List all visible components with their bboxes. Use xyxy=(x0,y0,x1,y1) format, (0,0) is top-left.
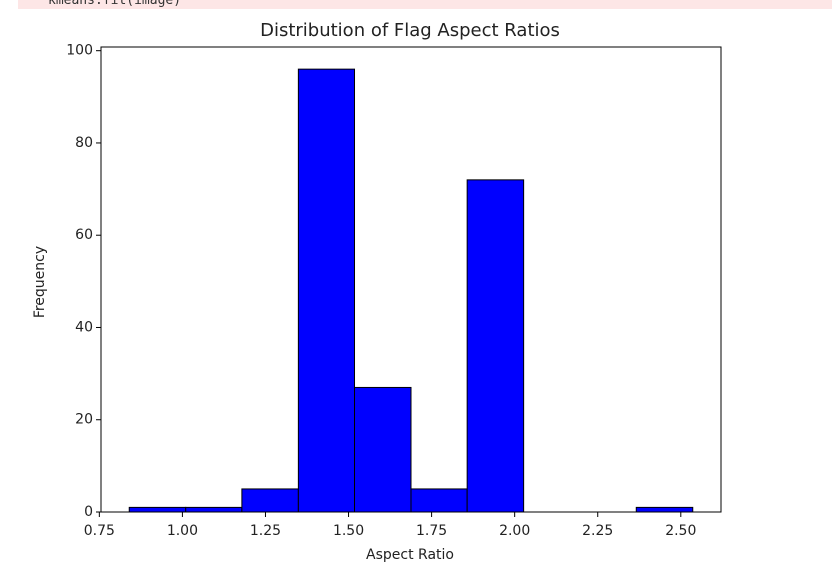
bar xyxy=(297,68,356,513)
x-tick-label: 2.25 xyxy=(582,523,613,539)
x-tick-label: 1.25 xyxy=(250,523,281,539)
x-tick-label: 1.50 xyxy=(333,523,364,539)
y-axis-label: Frequency xyxy=(32,246,48,318)
x-axis-label: Aspect Ratio xyxy=(366,547,454,563)
bar xyxy=(185,506,243,513)
x-tick-label: 1.00 xyxy=(167,523,198,539)
plot-frame xyxy=(100,46,722,513)
y-tick-label: 60 xyxy=(75,227,93,243)
y-tick-label: 0 xyxy=(84,504,93,520)
x-tick-label: 0.75 xyxy=(84,523,115,539)
code-text: kmeans.fit(image) xyxy=(48,0,182,8)
bar xyxy=(466,179,525,513)
y-tick-label: 80 xyxy=(75,135,93,151)
bar xyxy=(410,488,468,513)
x-tick-label: 1.75 xyxy=(416,523,447,539)
y-tick-label: 40 xyxy=(75,319,93,335)
bar xyxy=(128,506,187,513)
bar xyxy=(635,506,694,513)
x-tick-label: 2.50 xyxy=(665,523,696,539)
x-tick-label: 2.00 xyxy=(499,523,530,539)
bar xyxy=(354,386,412,513)
bar xyxy=(241,488,299,513)
code-cell-output: kmeans.fit(image) xyxy=(18,0,832,9)
y-tick-label: 100 xyxy=(66,43,93,59)
y-tick-label: 20 xyxy=(75,412,93,428)
chart-title: Distribution of Flag Aspect Ratios xyxy=(260,20,560,41)
